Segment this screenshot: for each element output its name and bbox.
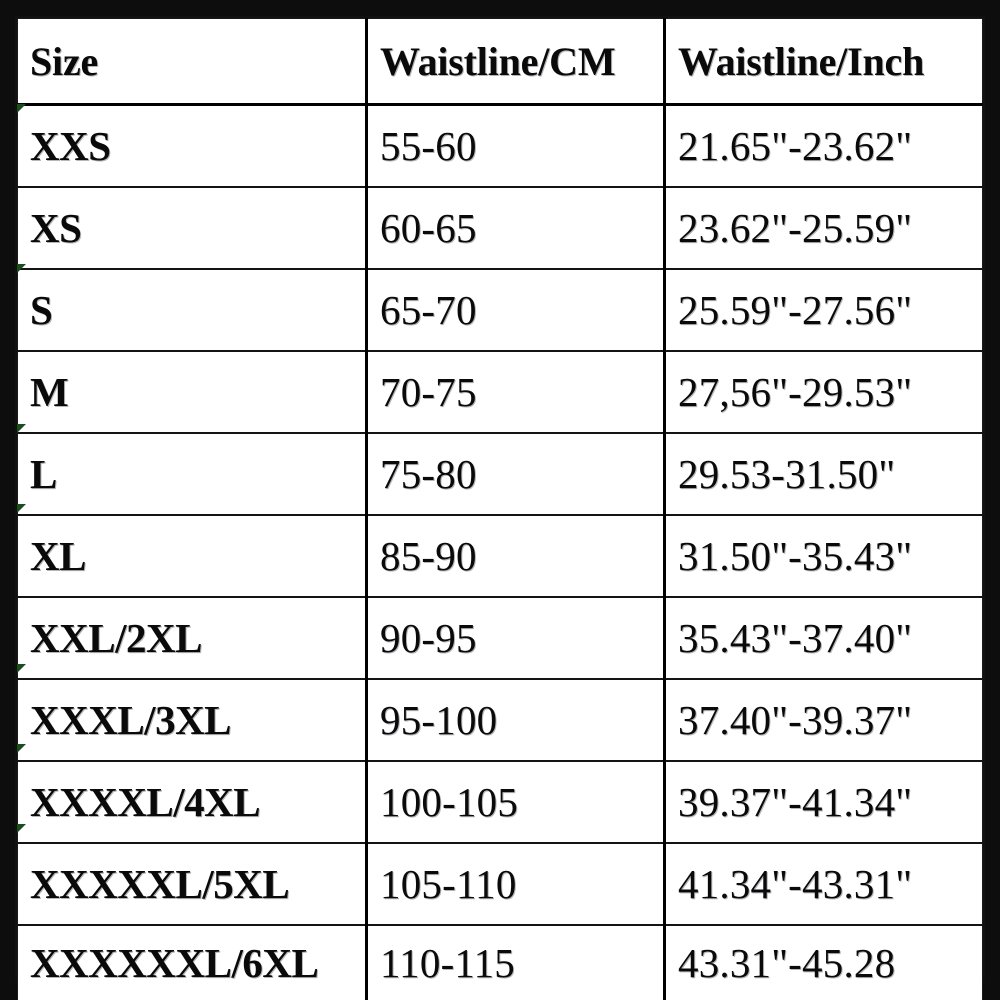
cell-waistline-cm: 90-95: [365, 596, 665, 680]
cell-waistline-cm: 60-65: [365, 186, 665, 270]
table-row: S 65-70 25.59"-27.56": [17, 268, 983, 352]
cell-waistline-inch: 41.34"-43.31": [663, 842, 983, 926]
table-row: XXXXL/4XL 100-105 39.37"-41.34": [17, 760, 983, 844]
cell-waistline-inch: 25.59"-27.56": [663, 268, 983, 352]
table-row: XXXXXXL/6XL 110-115 43.31"-45.28: [17, 924, 983, 1000]
cell-waistline-inch: 35.43"-37.40": [663, 596, 983, 680]
table-row: XXXL/3XL 95-100 37.40"-39.37": [17, 678, 983, 762]
cell-size: XXXL/3XL: [17, 678, 367, 762]
cell-waistline-cm: 105-110: [365, 842, 665, 926]
cell-size: XXXXXL/5XL: [17, 842, 367, 926]
table-row: XXL/2XL 90-95 35.43"-37.40": [17, 596, 983, 680]
cell-waistline-cm: 55-60: [365, 103, 665, 188]
cell-size: XS: [17, 186, 367, 270]
table-row: L 75-80 29.53-31.50": [17, 432, 983, 516]
table-row: XL 85-90 31.50"-35.43": [17, 514, 983, 598]
cell-waistline-cm: 95-100: [365, 678, 665, 762]
cell-waistline-inch: 43.31"-45.28: [663, 924, 983, 1000]
table-row: M 70-75 27,56"-29.53": [17, 350, 983, 434]
column-header-waistline-inch: Waistline/Inch: [663, 18, 983, 106]
table-row: XXXXXL/5XL 105-110 41.34"-43.31": [17, 842, 983, 926]
cell-size: XXL/2XL: [17, 596, 367, 680]
cell-size: S: [17, 268, 367, 352]
cell-waistline-inch: 29.53-31.50": [663, 432, 983, 516]
cell-waistline-cm: 85-90: [365, 514, 665, 598]
size-chart-sheet: Size Waistline/CM Waistline/Inch XXS 55-…: [15, 16, 985, 1000]
cell-size: L: [17, 432, 367, 516]
table-header: Size Waistline/CM Waistline/Inch: [17, 18, 983, 106]
cell-size: XXXXXXL/6XL: [17, 924, 367, 1000]
header-row: Size Waistline/CM Waistline/Inch: [17, 18, 983, 106]
cell-waistline-cm: 75-80: [365, 432, 665, 516]
cell-size: XXXXL/4XL: [17, 760, 367, 844]
cell-waistline-cm: 100-105: [365, 760, 665, 844]
cell-size: XXS: [17, 103, 367, 188]
cell-size: XL: [17, 514, 367, 598]
table-body: XXS 55-60 21.65"-23.62" XS 60-65 23.62"-…: [17, 103, 983, 1000]
cell-waistline-cm: 70-75: [365, 350, 665, 434]
table-row: XS 60-65 23.62"-25.59": [17, 186, 983, 270]
cell-waistline-cm: 65-70: [365, 268, 665, 352]
column-header-waistline-cm: Waistline/CM: [365, 18, 665, 106]
column-header-size: Size: [17, 18, 367, 106]
table-row: XXS 55-60 21.65"-23.62": [17, 103, 983, 188]
size-chart-table: Size Waistline/CM Waistline/Inch XXS 55-…: [17, 18, 983, 1000]
cell-waistline-inch: 23.62"-25.59": [663, 186, 983, 270]
cell-size: M: [17, 350, 367, 434]
cell-waistline-inch: 37.40"-39.37": [663, 678, 983, 762]
cell-waistline-inch: 21.65"-23.62": [663, 103, 983, 188]
cell-waistline-inch: 27,56"-29.53": [663, 350, 983, 434]
cell-waistline-inch: 39.37"-41.34": [663, 760, 983, 844]
cell-waistline-cm: 110-115: [365, 924, 665, 1000]
cell-waistline-inch: 31.50"-35.43": [663, 514, 983, 598]
